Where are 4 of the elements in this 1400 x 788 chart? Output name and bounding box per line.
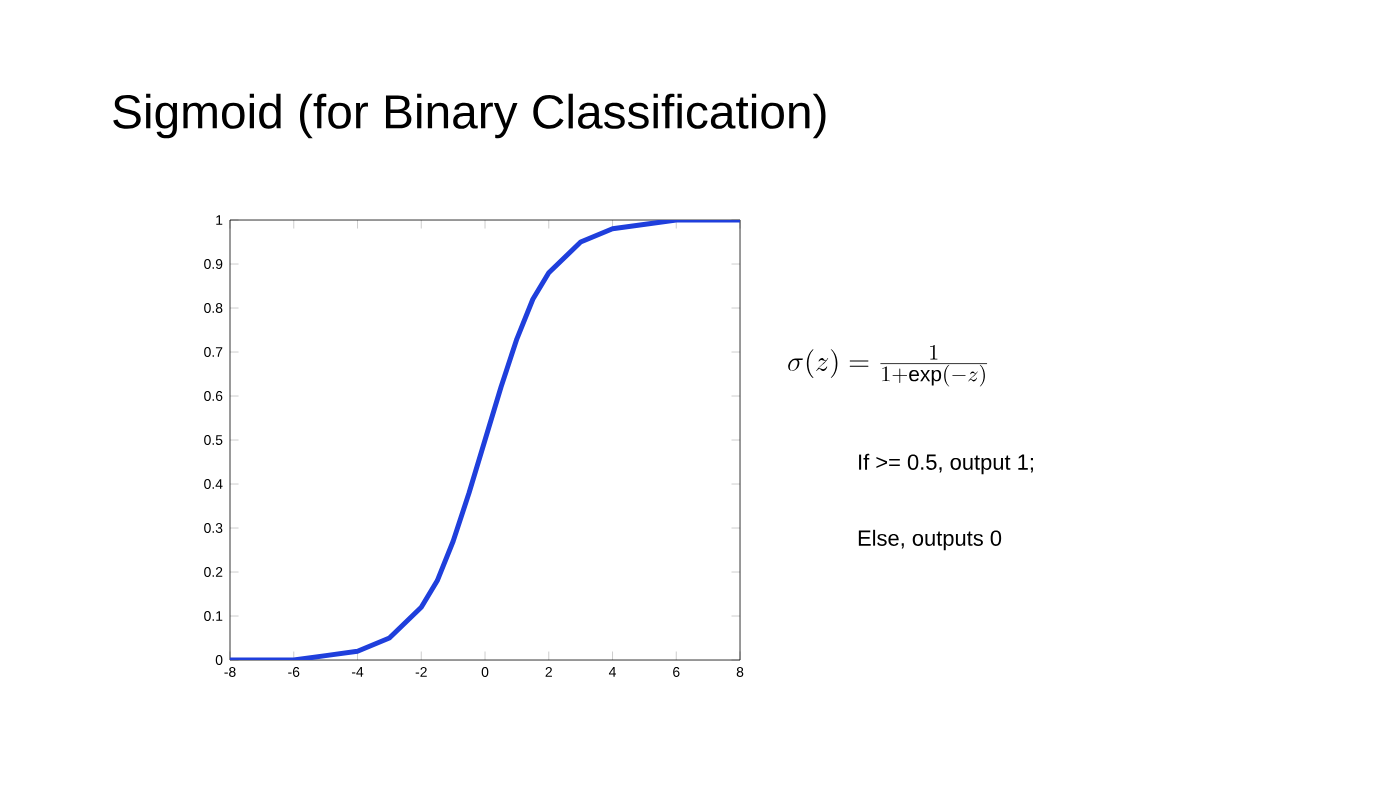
chart-title: Sigmoid (for Binary Classification) bbox=[113, 93, 826, 139]
text: Else, outputs 0 bbox=[858, 529, 1002, 551]
text: $\sigma(z) = \frac{1}{1+\exp(-z)}$ bbox=[788, 344, 988, 387]
text: If >= 0.5, output 1; bbox=[859, 453, 1033, 475]
